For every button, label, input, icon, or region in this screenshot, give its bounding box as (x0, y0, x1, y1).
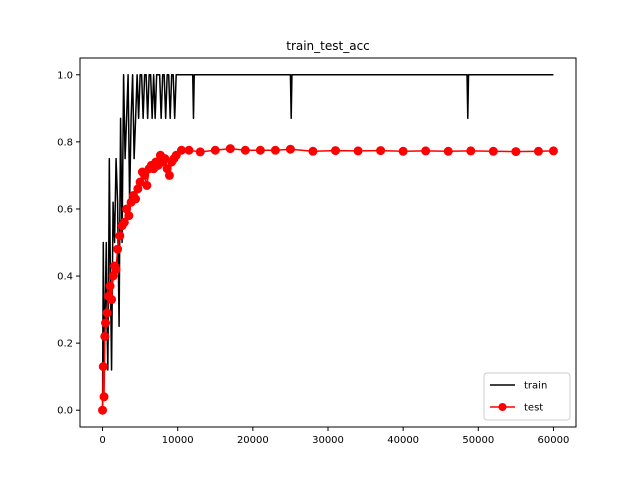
data-point-test (98, 405, 108, 415)
data-point-test (511, 147, 521, 157)
data-point-test (398, 146, 408, 156)
data-point-test (140, 170, 150, 180)
data-point-test (164, 170, 174, 180)
data-point-test (98, 362, 108, 372)
data-point-test (270, 145, 280, 155)
data-point-test (124, 211, 134, 221)
data-point-test (548, 146, 558, 156)
x-tick-label: 10000 (162, 435, 194, 446)
y-tick-label: 0.6 (57, 204, 73, 215)
data-point-test (195, 147, 205, 157)
data-point-test (466, 146, 476, 156)
x-tick-label: 0 (99, 435, 105, 446)
data-point-test (184, 145, 194, 155)
y-tick-label: 0.8 (57, 137, 73, 148)
data-point-test (255, 145, 265, 155)
data-point-test (176, 145, 186, 155)
data-point-test (115, 231, 125, 241)
data-point-test (113, 244, 123, 254)
y-tick-label: 0.4 (57, 272, 73, 283)
x-axis: 0 10000 20000 30000 40000 50000 60000 (99, 427, 569, 446)
x-tick-label: 30000 (312, 435, 344, 446)
plot-area (98, 74, 558, 415)
data-point-test (443, 146, 453, 156)
data-point-test (488, 146, 498, 156)
data-point-test (376, 146, 386, 156)
x-tick-label: 50000 (462, 435, 494, 446)
data-point-test (102, 308, 112, 318)
data-point-test (225, 144, 235, 154)
data-point-test (119, 217, 129, 227)
y-axis: 0.0 0.2 0.4 0.6 0.8 1.0 (57, 70, 80, 417)
data-point-test (131, 194, 141, 204)
y-tick-label: 0.2 (57, 339, 73, 350)
data-point-test (142, 180, 152, 190)
data-point-test (99, 392, 109, 402)
data-point-test (240, 145, 250, 155)
data-point-test (308, 146, 318, 156)
data-point-test (105, 281, 115, 291)
legend-label-train: train (524, 381, 547, 392)
x-tick-label: 60000 (538, 435, 570, 446)
y-tick-label: 1.0 (57, 70, 73, 81)
x-tick-label: 20000 (237, 435, 269, 446)
legend-marker-test (498, 403, 507, 411)
data-point-test (533, 146, 543, 156)
legend-label-test: test (524, 403, 543, 414)
y-tick-label: 0.0 (57, 406, 73, 417)
data-point-test (331, 146, 341, 156)
data-point-test (285, 144, 295, 154)
data-point-test (107, 295, 117, 305)
data-point-test (100, 331, 110, 341)
data-point-test (210, 145, 220, 155)
data-point-test (353, 146, 363, 156)
data-point-test (421, 146, 431, 156)
chart-title: train_test_acc (286, 39, 370, 53)
x-tick-label: 40000 (387, 435, 419, 446)
data-point-test (111, 264, 121, 274)
axes-frame (79, 57, 577, 428)
legend: train test (483, 372, 571, 421)
data-point-test (101, 318, 111, 328)
